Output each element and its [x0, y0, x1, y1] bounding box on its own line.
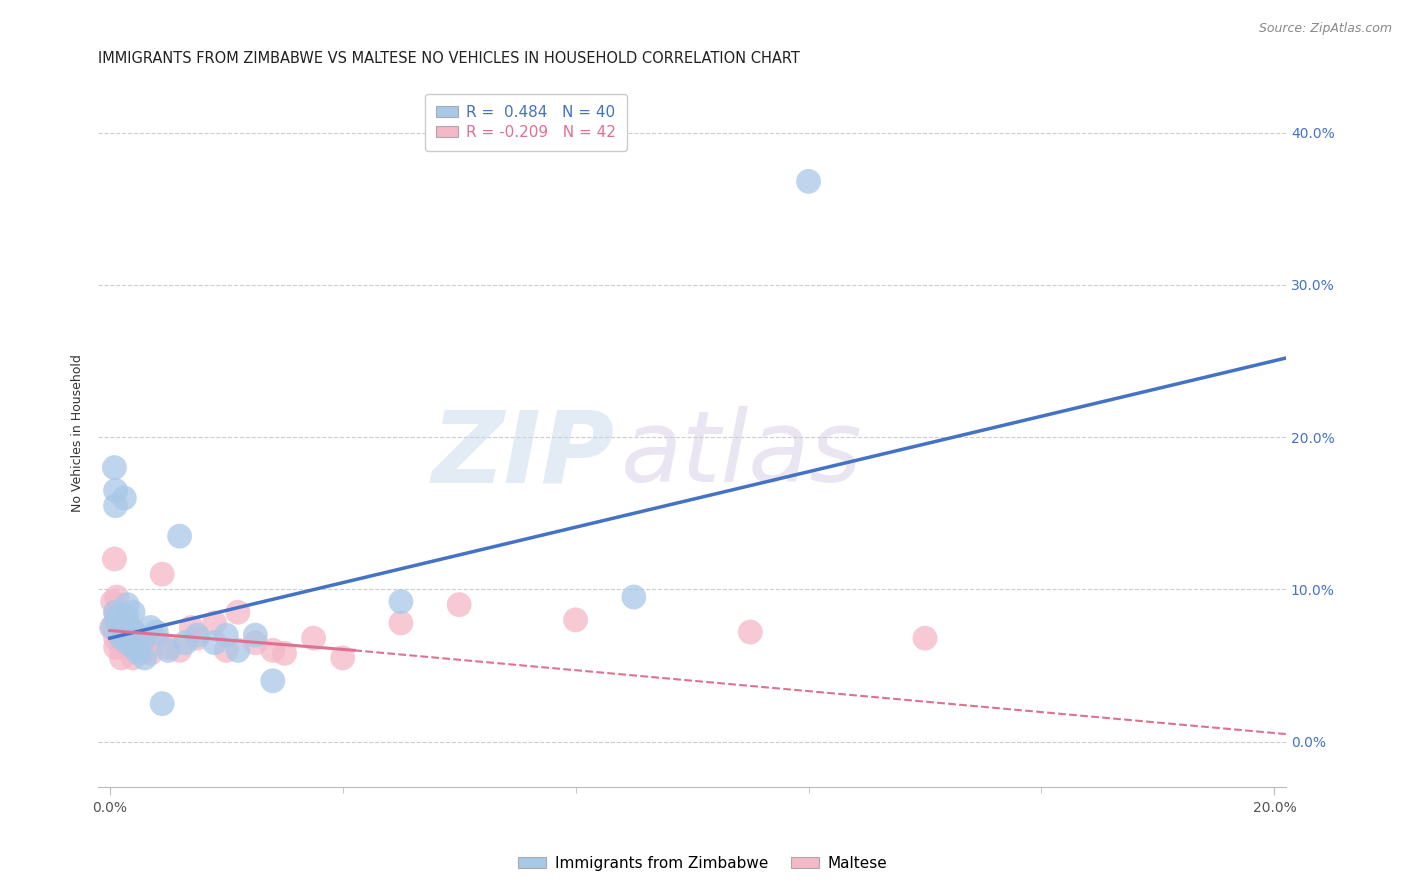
Point: [122, 640, 145, 655]
Point: [623, 590, 645, 604]
Point: [104, 483, 127, 498]
Point: [110, 624, 132, 638]
Point: [145, 631, 167, 645]
Point: [117, 610, 139, 624]
Point: [117, 615, 139, 630]
Point: [107, 610, 129, 624]
Point: [128, 643, 150, 657]
Point: [107, 613, 129, 627]
Point: [104, 631, 127, 645]
Point: [117, 636, 139, 650]
Text: ZIP: ZIP: [432, 406, 614, 503]
Point: [110, 620, 132, 634]
Point: [103, 460, 125, 475]
Legend: Immigrants from Zimbabwe, Maltese: Immigrants from Zimbabwe, Maltese: [512, 850, 894, 877]
Point: [134, 643, 156, 657]
Point: [174, 636, 197, 650]
Point: [156, 643, 179, 657]
Point: [564, 613, 586, 627]
Point: [204, 615, 226, 630]
Point: [134, 631, 156, 645]
Point: [262, 643, 284, 657]
Point: [245, 628, 267, 642]
Legend: R =  0.484   N = 40, R = -0.209   N = 42: R = 0.484 N = 40, R = -0.209 N = 42: [425, 94, 627, 151]
Point: [104, 640, 127, 655]
Point: [156, 640, 179, 655]
Point: [186, 631, 208, 645]
Point: [389, 615, 412, 630]
Point: [226, 605, 249, 619]
Point: [110, 640, 132, 655]
Point: [110, 628, 132, 642]
Point: [122, 605, 145, 619]
Point: [117, 636, 139, 650]
Point: [110, 651, 132, 665]
Point: [128, 631, 150, 645]
Point: [449, 598, 471, 612]
Point: [226, 643, 249, 657]
Point: [117, 620, 139, 634]
Point: [302, 631, 325, 645]
Point: [139, 646, 162, 660]
Point: [150, 697, 173, 711]
Text: atlas: atlas: [621, 406, 862, 503]
Point: [245, 636, 267, 650]
Point: [122, 624, 145, 638]
Point: [389, 594, 412, 608]
Point: [101, 620, 124, 634]
Point: [112, 636, 135, 650]
Point: [262, 673, 284, 688]
Point: [740, 625, 762, 640]
Point: [128, 646, 150, 660]
Point: [103, 552, 125, 566]
Point: [101, 594, 124, 608]
Point: [104, 620, 127, 634]
Point: [122, 625, 145, 640]
Point: [169, 643, 191, 657]
Point: [110, 631, 132, 645]
Point: [104, 499, 127, 513]
Point: [105, 613, 128, 627]
Point: [215, 643, 238, 657]
Point: [104, 605, 127, 619]
Point: [273, 646, 295, 660]
Point: [117, 631, 139, 645]
Text: Source: ZipAtlas.com: Source: ZipAtlas.com: [1258, 22, 1392, 36]
Point: [797, 174, 820, 188]
Point: [186, 628, 208, 642]
Text: IMMIGRANTS FROM ZIMBABWE VS MALTESE NO VEHICLES IN HOUSEHOLD CORRELATION CHART: IMMIGRANTS FROM ZIMBABWE VS MALTESE NO V…: [98, 51, 800, 66]
Point: [107, 619, 129, 633]
Point: [169, 529, 191, 543]
Point: [914, 631, 936, 645]
Point: [128, 643, 150, 657]
Y-axis label: No Vehicles in Household: No Vehicles in Household: [72, 354, 84, 512]
Point: [112, 491, 135, 505]
Point: [100, 620, 122, 634]
Point: [117, 631, 139, 645]
Point: [110, 624, 132, 638]
Point: [110, 631, 132, 645]
Point: [145, 625, 167, 640]
Point: [139, 620, 162, 634]
Point: [105, 590, 128, 604]
Point: [180, 620, 202, 634]
Point: [122, 651, 145, 665]
Point: [204, 636, 226, 650]
Point: [134, 651, 156, 665]
Point: [150, 567, 173, 582]
Point: [332, 651, 354, 665]
Point: [117, 598, 139, 612]
Point: [215, 628, 238, 642]
Point: [104, 605, 127, 619]
